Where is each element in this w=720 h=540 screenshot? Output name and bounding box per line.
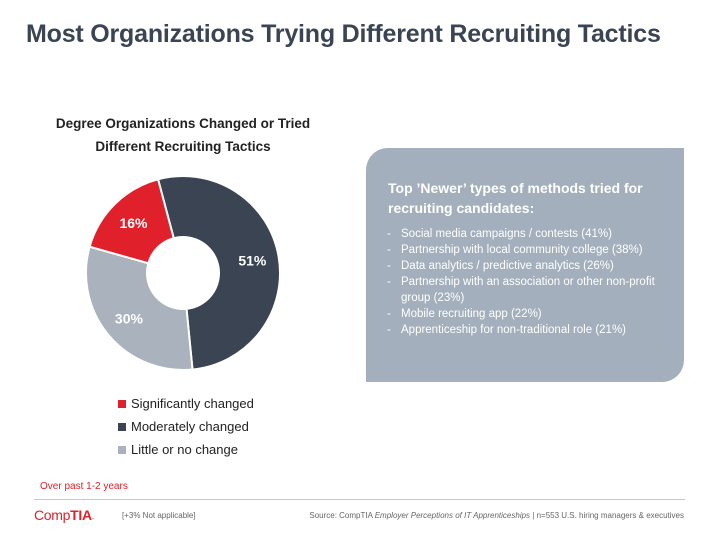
- legend-swatch-gray: [118, 445, 126, 454]
- label-moderately-changed: 51%: [238, 252, 267, 268]
- list-item: Partnership with local community college…: [386, 242, 666, 258]
- logo-text-comp: Comp: [34, 507, 71, 523]
- source-suffix: | n=553 U.S. hiring managers & executive…: [530, 511, 684, 520]
- list-item: Data analytics / predictive analytics (2…: [386, 258, 666, 274]
- source-prefix: Source: CompTIA: [309, 511, 375, 520]
- legend-item-moderately-changed: Moderately changed: [118, 415, 254, 438]
- not-applicable-note: [+3% Not applicable]: [122, 511, 196, 520]
- logo-text-tia: TIA: [70, 507, 92, 523]
- source-note: Source: CompTIA Employer Perceptions of …: [309, 511, 684, 520]
- legend-label: Significantly changed: [131, 396, 254, 411]
- chart-legend: Significantly changed Moderately changed…: [118, 392, 254, 461]
- timeframe-note: Over past 1-2 years: [40, 481, 128, 492]
- comptia-logo: CompTIA.: [34, 507, 94, 523]
- legend-swatch-dark: [118, 422, 126, 431]
- slice-little-or-no-change: [85, 245, 194, 371]
- list-item: Apprenticeship for non-traditional role …: [386, 322, 666, 338]
- slice-significantly-changed: [88, 178, 175, 265]
- list-item: Mobile recruiting app (22%): [386, 306, 666, 322]
- donut-chart: 51% 30% 16%: [85, 175, 281, 371]
- methods-list: Social media campaigns / contests (41%) …: [386, 226, 666, 338]
- legend-item-significantly-changed: Significantly changed: [118, 392, 254, 415]
- source-title: Employer Perceptions of IT Apprenticeshi…: [374, 511, 531, 520]
- footer-divider: [34, 499, 685, 500]
- list-item: Social media campaigns / contests (41%): [386, 226, 666, 242]
- label-little-or-no-change: 30%: [115, 310, 144, 326]
- legend-label: Little or no change: [131, 442, 238, 457]
- legend-item-little-or-no-change: Little or no change: [118, 438, 254, 461]
- panel-title: Top ’Newer’ types of methods tried for r…: [388, 180, 643, 216]
- page-title: Most Organizations Trying Different Recr…: [26, 20, 661, 48]
- logo-dot: .: [91, 512, 94, 521]
- list-item: Partnership with an association or other…: [386, 274, 666, 306]
- label-significantly-changed: 16%: [119, 215, 148, 231]
- methods-panel: Top ’Newer’ types of methods tried for r…: [366, 148, 684, 382]
- chart-title-line-1: Degree Organizations Changed or Tried: [55, 116, 311, 131]
- chart-title: Degree Organizations Changed or Tried Di…: [40, 112, 326, 158]
- legend-label: Moderately changed: [131, 419, 249, 434]
- legend-swatch-red: [118, 399, 126, 408]
- chart-title-line-2: Different Recruiting Tactics: [95, 139, 271, 154]
